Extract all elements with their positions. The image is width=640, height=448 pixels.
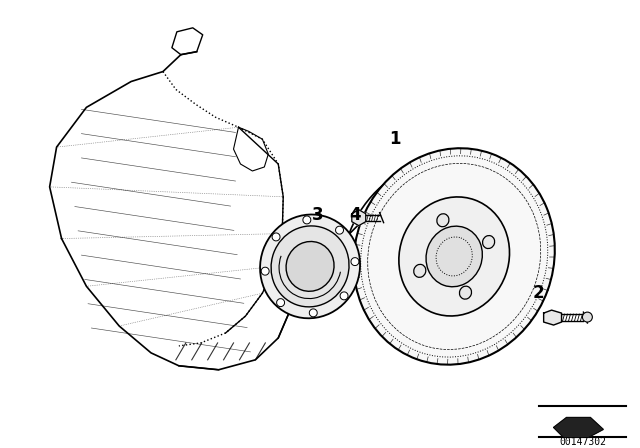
- Ellipse shape: [276, 299, 285, 306]
- Ellipse shape: [582, 312, 593, 322]
- Ellipse shape: [303, 216, 311, 224]
- Polygon shape: [352, 210, 365, 226]
- Ellipse shape: [413, 264, 426, 277]
- Text: 2: 2: [533, 284, 545, 302]
- Ellipse shape: [261, 267, 269, 275]
- Polygon shape: [543, 310, 561, 325]
- Ellipse shape: [271, 226, 349, 307]
- Ellipse shape: [340, 292, 348, 300]
- Ellipse shape: [309, 309, 317, 317]
- Ellipse shape: [260, 215, 360, 318]
- Ellipse shape: [399, 197, 509, 316]
- Ellipse shape: [460, 286, 472, 299]
- Text: 1: 1: [388, 130, 400, 148]
- Text: 3: 3: [312, 206, 324, 224]
- Ellipse shape: [353, 148, 555, 365]
- Ellipse shape: [351, 258, 359, 266]
- Ellipse shape: [286, 241, 334, 291]
- Polygon shape: [554, 418, 604, 437]
- Ellipse shape: [426, 226, 483, 287]
- Ellipse shape: [437, 214, 449, 227]
- Text: 00147302: 00147302: [559, 437, 606, 448]
- Ellipse shape: [335, 226, 344, 234]
- Ellipse shape: [272, 233, 280, 241]
- Text: 4: 4: [349, 206, 360, 224]
- Ellipse shape: [483, 236, 495, 249]
